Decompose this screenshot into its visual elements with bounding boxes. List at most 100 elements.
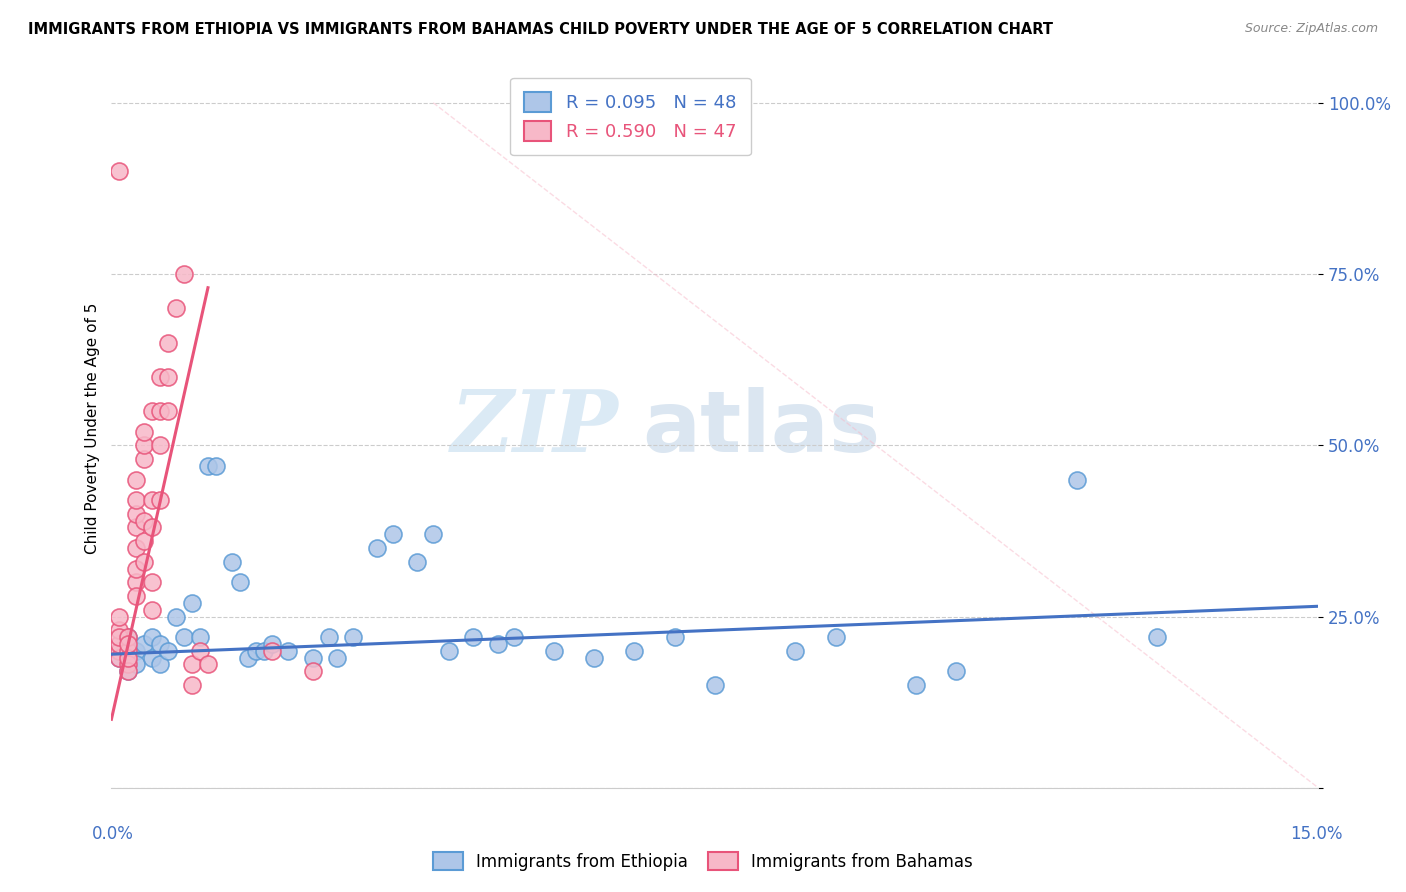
Point [173, 267, 195, 281]
Y-axis label: Child Poverty Under the Age of 5: Child Poverty Under the Age of 5 [86, 302, 100, 554]
Point [197, 458, 219, 473]
Point [117, 637, 139, 651]
Point [117, 665, 139, 679]
Point [486, 637, 509, 651]
Point [318, 630, 340, 644]
Point [165, 609, 187, 624]
Point [108, 637, 131, 651]
Point [463, 630, 485, 644]
Point [149, 369, 172, 384]
Point [664, 630, 686, 644]
Point [156, 404, 179, 418]
Text: 15.0%: 15.0% [1291, 825, 1343, 843]
Point [132, 637, 155, 651]
Point [141, 520, 163, 534]
Point [132, 514, 155, 528]
Point [124, 589, 146, 603]
Point [124, 493, 146, 508]
Point [141, 650, 163, 665]
Point [301, 665, 323, 679]
Point [124, 657, 146, 672]
Point [124, 561, 146, 575]
Point [406, 555, 429, 569]
Point [342, 630, 364, 644]
Point [703, 678, 725, 692]
Point [583, 650, 606, 665]
Point [124, 541, 146, 555]
Point [108, 650, 131, 665]
Point [132, 452, 155, 467]
Point [108, 630, 131, 644]
Point [439, 644, 461, 658]
Point [422, 527, 444, 541]
Text: IMMIGRANTS FROM ETHIOPIA VS IMMIGRANTS FROM BAHAMAS CHILD POVERTY UNDER THE AGE : IMMIGRANTS FROM ETHIOPIA VS IMMIGRANTS F… [28, 22, 1053, 37]
Point [253, 644, 276, 658]
Point [156, 369, 179, 384]
Point [1066, 473, 1088, 487]
Point [124, 507, 146, 521]
Point [141, 630, 163, 644]
Point [156, 644, 179, 658]
Point [141, 493, 163, 508]
Point [149, 637, 172, 651]
Point [180, 657, 202, 672]
Point [824, 630, 846, 644]
Point [117, 650, 139, 665]
Point [108, 644, 131, 658]
Point [382, 527, 405, 541]
Point [301, 650, 323, 665]
Point [502, 630, 524, 644]
Point [132, 438, 155, 452]
Point [156, 335, 179, 350]
Point [141, 404, 163, 418]
Point [117, 657, 139, 672]
Point [904, 678, 927, 692]
Point [785, 644, 807, 658]
Legend: R = 0.095   N = 48, R = 0.590   N = 47: R = 0.095 N = 48, R = 0.590 N = 47 [510, 78, 751, 155]
Point [124, 473, 146, 487]
Point [132, 534, 155, 549]
Text: Source: ZipAtlas.com: Source: ZipAtlas.com [1244, 22, 1378, 36]
Point [149, 438, 172, 452]
Point [623, 644, 645, 658]
Text: atlas: atlas [643, 386, 880, 470]
Point [543, 644, 565, 658]
Point [132, 555, 155, 569]
Point [188, 630, 211, 644]
Point [108, 650, 131, 665]
Point [205, 458, 228, 473]
Text: ZIP: ZIP [450, 386, 619, 470]
Point [262, 637, 284, 651]
Point [262, 644, 284, 658]
Point [180, 678, 202, 692]
Point [366, 541, 388, 555]
Point [117, 665, 139, 679]
Point [108, 609, 131, 624]
Point [277, 644, 299, 658]
Point [117, 630, 139, 644]
Point [245, 644, 267, 658]
Point [325, 650, 347, 665]
Point [238, 650, 260, 665]
Point [180, 596, 202, 610]
Text: 0.0%: 0.0% [91, 825, 134, 843]
Point [124, 520, 146, 534]
Point [149, 404, 172, 418]
Point [149, 657, 172, 672]
Point [173, 630, 195, 644]
Point [221, 555, 243, 569]
Point [117, 644, 139, 658]
Point [108, 624, 131, 638]
Point [108, 164, 131, 178]
Point [117, 630, 139, 644]
Legend: Immigrants from Ethiopia, Immigrants from Bahamas: Immigrants from Ethiopia, Immigrants fro… [425, 844, 981, 880]
Point [149, 493, 172, 508]
Point [124, 644, 146, 658]
Point [141, 575, 163, 590]
Point [141, 603, 163, 617]
Point [188, 644, 211, 658]
Point [165, 301, 187, 316]
Point [945, 665, 967, 679]
Point [197, 657, 219, 672]
Point [124, 575, 146, 590]
